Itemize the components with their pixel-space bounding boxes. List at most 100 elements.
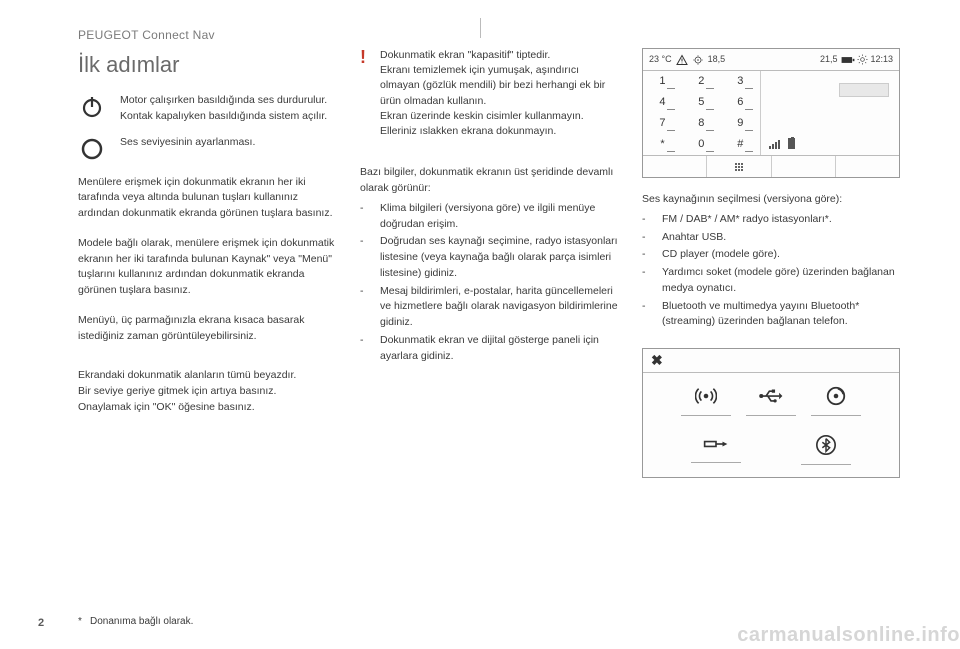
- page-title: İlk adımlar: [78, 48, 336, 81]
- bottombar-cell[interactable]: [772, 156, 836, 177]
- columns: İlk adımlar Motor çalışırken basıldığınd…: [78, 48, 900, 478]
- footnote-star: *: [78, 616, 90, 627]
- key-5[interactable]: 5: [682, 92, 721, 113]
- column-right: 23 °C 18,5 21,5 12:: [642, 48, 900, 478]
- key-0[interactable]: 0: [682, 134, 721, 155]
- key-9[interactable]: 9: [721, 113, 760, 134]
- dash-icon: -: [360, 284, 370, 331]
- underline: [811, 415, 861, 416]
- list-item: -Klima bilgileri (versiyona göre) ve ilg…: [360, 201, 618, 233]
- time-label: 12:13: [870, 53, 893, 67]
- power-row: Motor çalışırken basıldığında ses durdur…: [78, 93, 336, 125]
- info-text: Dokunmatik ekran "kapasitif" tiptedir. E…: [380, 48, 618, 139]
- breadcrumb: PEUGEOT Connect Nav: [78, 28, 900, 42]
- list-item: -Doğrudan ses kaynağı seçimine, radyo is…: [360, 234, 618, 281]
- footnote: *Donanıma bağlı olarak.: [78, 616, 193, 627]
- list-item: -CD player (modele göre).: [642, 247, 900, 263]
- keypad-right-panel: [761, 71, 899, 155]
- dash-icon: -: [360, 234, 370, 281]
- col3-bullets: -FM / DAB* / AM* radyo istasyonları*. -A…: [642, 212, 900, 330]
- bottombar-cell-dialpad[interactable]: [707, 156, 771, 177]
- gear-icon: [857, 54, 868, 65]
- dialpad-icon: [733, 161, 745, 173]
- bullet-text: FM / DAB* / AM* radyo istasyonları*.: [662, 212, 900, 228]
- source-cd[interactable]: [806, 385, 866, 416]
- page-number: 2: [38, 617, 44, 629]
- list-item: -FM / DAB* / AM* radyo istasyonları*.: [642, 212, 900, 228]
- key-7[interactable]: 7: [643, 113, 682, 134]
- display-bar: [839, 83, 889, 97]
- watermark: carmanualsonline.info: [737, 624, 960, 647]
- bullet-text: Yardımcı soket (modele göre) üzerinden b…: [662, 265, 900, 297]
- bottombar-cell[interactable]: [643, 156, 707, 177]
- battery-icon: [841, 55, 855, 65]
- key-4[interactable]: 4: [643, 92, 682, 113]
- col3-para1: Ses kaynağının seçilmesi (versiyona göre…: [642, 192, 900, 208]
- signal-icons: [769, 138, 899, 149]
- dash-icon: -: [642, 265, 652, 297]
- list-item: -Dokunmatik ekran ve dijital gösterge pa…: [360, 333, 618, 365]
- key-6[interactable]: 6: [721, 92, 760, 113]
- underline: [681, 415, 731, 416]
- col1-para2: Modele bağlı olarak, menülere erişmek iç…: [78, 236, 336, 299]
- numeric-keypad: 1 2 3 4 5 6 7 8 9 * 0 #: [643, 71, 761, 155]
- source-aux[interactable]: [686, 434, 746, 465]
- dash-icon: -: [360, 201, 370, 233]
- signal-icon: [769, 140, 780, 149]
- key-2[interactable]: 2: [682, 71, 721, 92]
- disc-icon: [825, 385, 847, 407]
- list-item: -Mesaj bildirimleri, e-postalar, harita …: [360, 284, 618, 331]
- right-val: 21,5: [820, 53, 838, 67]
- bullet-text: Bluetooth ve multimedya yayını Bluetooth…: [662, 299, 900, 331]
- source-row: [673, 434, 869, 465]
- key-8[interactable]: 8: [682, 113, 721, 134]
- temp-label: 23 °C: [649, 53, 672, 67]
- bullet-text: Dokunmatik ekran ve dijital gösterge pan…: [380, 333, 618, 365]
- screen-bottombar: [643, 155, 899, 177]
- key-1[interactable]: 1: [643, 71, 682, 92]
- volume-desc: Ses seviyesinin ayarlanması.: [120, 135, 336, 151]
- dash-icon: -: [642, 299, 652, 331]
- footnote-text: Donanıma bağlı olarak.: [90, 616, 193, 627]
- source-row: [673, 385, 869, 416]
- screen-topbar: 23 °C 18,5 21,5 12:: [643, 49, 899, 71]
- column-middle: ! Dokunmatik ekran "kapasitif" tiptedir.…: [360, 48, 618, 478]
- source-panel-body: [643, 373, 899, 477]
- info-box: ! Dokunmatik ekran "kapasitif" tiptedir.…: [360, 48, 618, 139]
- bullet-text: Mesaj bildirimleri, e-postalar, harita g…: [380, 284, 618, 331]
- list-item: -Bluetooth ve multimedya yayını Bluetoot…: [642, 299, 900, 331]
- column-divider: [480, 18, 481, 38]
- bullet-text: CD player (modele göre).: [662, 247, 900, 263]
- col2-bullets: -Klima bilgileri (versiyona göre) ve ilg…: [360, 201, 618, 365]
- key-star[interactable]: *: [643, 134, 682, 155]
- battery-level-icon: [788, 138, 795, 149]
- dash-icon: -: [360, 333, 370, 365]
- jack-icon: [703, 434, 729, 454]
- volume-knob-icon: [78, 135, 106, 161]
- col1-para3: Menüyü, üç parmağınızla ekrana kısaca ba…: [78, 313, 336, 345]
- bullet-text: Anahtar USB.: [662, 230, 900, 246]
- bullet-text: Klima bilgileri (versiyona göre) ve ilgi…: [380, 201, 618, 233]
- power-desc: Motor çalışırken basıldığında ses durdur…: [120, 93, 336, 125]
- dash-icon: -: [642, 230, 652, 246]
- source-bluetooth[interactable]: [796, 434, 856, 465]
- manual-page: PEUGEOT Connect Nav İlk adımlar Motor ça…: [0, 0, 960, 649]
- hazard-icon: [676, 54, 688, 66]
- bluetooth-icon: [815, 434, 837, 456]
- column-left: İlk adımlar Motor çalışırken basıldığınd…: [78, 48, 336, 478]
- underline: [746, 415, 796, 416]
- touchscreen-keypad: 23 °C 18,5 21,5 12:: [642, 48, 900, 178]
- source-usb[interactable]: [741, 385, 801, 416]
- close-icon[interactable]: ✖: [651, 350, 663, 371]
- bottombar-cell[interactable]: [836, 156, 899, 177]
- power-icon: [78, 93, 106, 119]
- dash-icon: -: [642, 247, 652, 263]
- source-panel: ✖: [642, 348, 900, 478]
- radio-icon: [695, 385, 717, 407]
- list-item: -Yardımcı soket (modele göre) üzerinden …: [642, 265, 900, 297]
- volume-row: Ses seviyesinin ayarlanması.: [78, 135, 336, 161]
- key-3[interactable]: 3: [721, 71, 760, 92]
- target-icon: [692, 54, 704, 66]
- key-hash[interactable]: #: [721, 134, 760, 155]
- source-radio[interactable]: [676, 385, 736, 416]
